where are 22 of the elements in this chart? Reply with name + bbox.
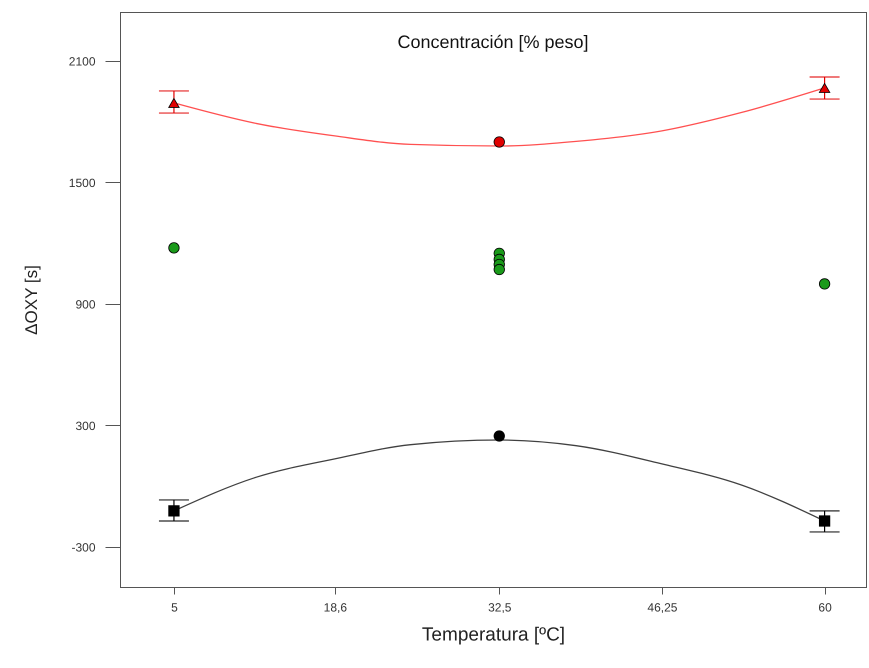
- text: Concentración [% peso]: [397, 32, 589, 52]
- x-tick-label: 32,5: [488, 600, 512, 614]
- point: [168, 242, 180, 254]
- x-axis-title: Temperatura [ºC]: [422, 624, 566, 646]
- point: [494, 430, 505, 442]
- x-tick-label: 60: [818, 600, 832, 614]
- y-tick-label: 2100: [68, 54, 96, 68]
- y-tick-label: 300: [75, 418, 96, 433]
- x-tick-label: 46,25: [647, 600, 678, 614]
- point: [818, 82, 830, 93]
- point: [494, 264, 505, 276]
- point: [168, 505, 180, 517]
- x-tick-label: 18,6: [324, 600, 348, 614]
- point: [494, 136, 505, 148]
- y-axis-title: ΔOXY [s]: [22, 265, 41, 335]
- y-tick-label: -300: [71, 540, 96, 554]
- x-tick-label: 5: [171, 600, 178, 614]
- point: [168, 98, 180, 108]
- y-tick-label: 900: [75, 297, 96, 312]
- point: [818, 278, 830, 290]
- y-tick-label: 1500: [68, 176, 96, 190]
- point: [818, 515, 830, 527]
